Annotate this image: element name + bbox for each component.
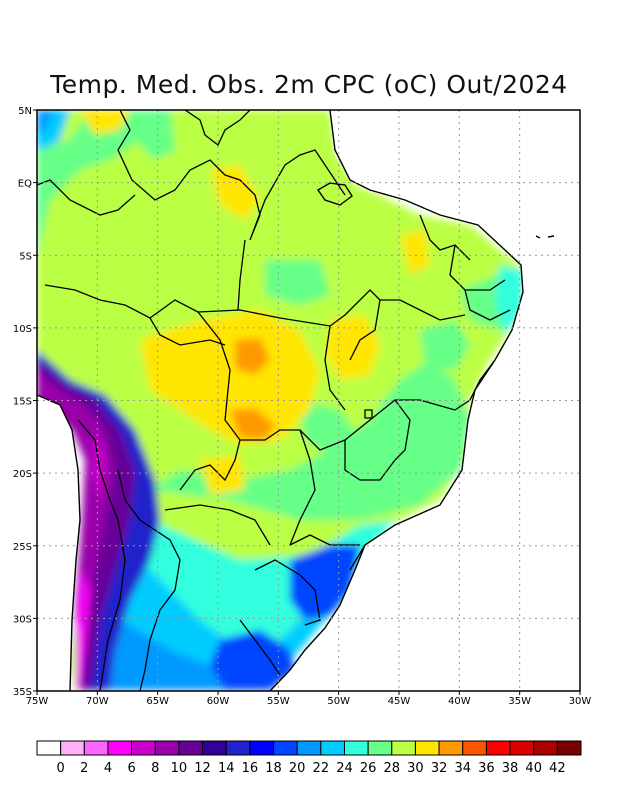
colorbar-swatch (367, 740, 393, 756)
lon-label: 55W (267, 696, 290, 707)
colorbar-label: 0 (57, 761, 65, 776)
colorbar-label: 14 (218, 761, 235, 776)
colorbar: 0 2 4 6 8 10 12 14 16 18 20 22 24 26 28 30 32 34 36 38 40 42 (36, 740, 582, 776)
colorbar-label: 20 (289, 761, 306, 776)
colorbar-label: 18 (265, 761, 282, 776)
colorbar-label: 8 (151, 761, 159, 776)
colorbar-swatch (60, 740, 85, 756)
lon-label: 35W (508, 696, 531, 707)
colorbar-label: 10 (171, 761, 188, 776)
colorbar-swatch (178, 740, 204, 756)
colorbar-swatch (202, 740, 227, 756)
lat-label: 30S (13, 614, 32, 625)
lat-label: 35S (13, 687, 32, 698)
colorbar-swatch (225, 740, 251, 756)
colorbar-swatch (296, 740, 322, 756)
colorbar-swatch (509, 740, 535, 756)
colorbar-label: 32 (431, 761, 448, 776)
lat-label: 5N (18, 106, 32, 117)
lat-label: 10S (13, 324, 32, 335)
colorbar-label: 24 (336, 761, 353, 776)
colorbar-swatch (414, 740, 440, 756)
lon-label: 50W (327, 696, 350, 707)
lat-label: 5S (19, 251, 32, 262)
colorbar-swatch (249, 740, 275, 756)
colorbar-swatch (533, 740, 558, 756)
colorbar-label: 38 (502, 761, 519, 776)
colorbar-label: 30 (407, 761, 424, 776)
colorbar-swatch (391, 740, 416, 756)
colorbar-label: 36 (478, 761, 495, 776)
colorbar-label: 22 (313, 761, 330, 776)
colorbar-label: 6 (127, 761, 135, 776)
ocean-mask (270, 110, 580, 691)
colorbar-label: 40 (525, 761, 542, 776)
colorbar-swatch (343, 740, 369, 756)
colorbar-swatch (273, 740, 298, 756)
grid-lines (37, 110, 580, 691)
lon-label: 45W (388, 696, 411, 707)
colorbar-swatch (83, 740, 109, 756)
colorbar-label: 26 (360, 761, 377, 776)
colorbar-swatch (462, 740, 487, 756)
lon-label: 75W (26, 696, 49, 707)
lat-label: 25S (13, 542, 32, 553)
lat-label: EQ (18, 179, 32, 190)
axis-ticks: 75W 70W 65W 60W 55W 50W 45W 40W 35W 30W 5N EQ 5S 10S 1… (13, 106, 591, 707)
colorbar-label: 2 (80, 761, 88, 776)
colorbar-swatch (131, 740, 156, 756)
lon-label: 30W (569, 696, 592, 707)
colorbar-swatch (320, 740, 345, 756)
lon-label: 70W (86, 696, 109, 707)
coastline (37, 110, 555, 691)
colorbar-label: 16 (242, 761, 259, 776)
temperature-field (37, 110, 580, 691)
colorbar-label: 28 (384, 761, 401, 776)
colorbar-swatch (107, 740, 133, 756)
colorbar-swatch (36, 740, 62, 756)
colorbar-swatch (485, 740, 511, 756)
lon-label: 65W (146, 696, 169, 707)
colorbar-label: 4 (104, 761, 112, 776)
colorbar-swatch (556, 740, 582, 756)
map-title: Temp. Med. Obs. 2m CPC (oC) Out/2024 (50, 70, 568, 99)
lat-label: 20S (13, 469, 32, 480)
colorbar-label: 42 (549, 761, 566, 776)
colorbar-label: 12 (194, 761, 211, 776)
lon-label: 60W (207, 696, 230, 707)
lat-label: 15S (13, 397, 32, 408)
lon-label: 40W (448, 696, 471, 707)
colorbar-label: 34 (454, 761, 471, 776)
colorbar-swatch (438, 740, 464, 756)
colorbar-swatch (154, 740, 180, 756)
